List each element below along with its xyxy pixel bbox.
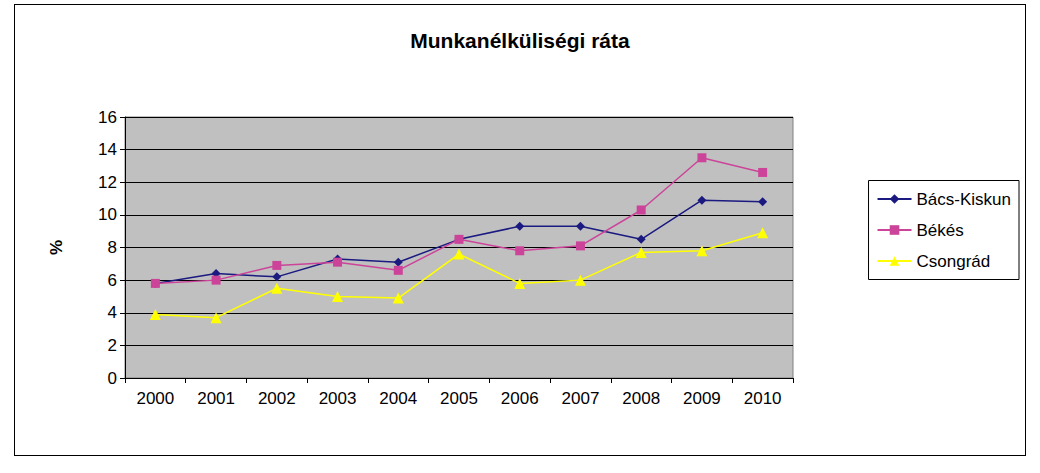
svg-text:2009: 2009: [683, 389, 721, 408]
svg-text:12: 12: [98, 173, 117, 192]
svg-text:2010: 2010: [744, 389, 782, 408]
svg-text:16: 16: [98, 108, 117, 127]
svg-text:2001: 2001: [197, 389, 235, 408]
svg-text:10: 10: [98, 205, 117, 224]
svg-text:2004: 2004: [379, 389, 417, 408]
svg-text:Bács-Kiskun: Bács-Kiskun: [917, 190, 1011, 209]
svg-text:2000: 2000: [136, 389, 174, 408]
svg-text:2008: 2008: [622, 389, 660, 408]
svg-text:2006: 2006: [501, 389, 539, 408]
svg-text:%: %: [47, 240, 66, 255]
svg-text:8: 8: [108, 238, 117, 257]
svg-text:6: 6: [108, 271, 117, 290]
svg-text:2005: 2005: [440, 389, 478, 408]
svg-text:2003: 2003: [319, 389, 357, 408]
svg-text:2007: 2007: [562, 389, 600, 408]
svg-text:2: 2: [108, 336, 117, 355]
svg-text:Csongrád: Csongrád: [917, 252, 991, 271]
svg-text:4: 4: [108, 303, 117, 322]
svg-text:Munkanélküliségi ráta: Munkanélküliségi ráta: [410, 29, 630, 52]
svg-text:2002: 2002: [258, 389, 296, 408]
svg-text:14: 14: [98, 140, 117, 159]
svg-text:0: 0: [108, 369, 117, 388]
svg-text:Békés: Békés: [917, 221, 964, 240]
